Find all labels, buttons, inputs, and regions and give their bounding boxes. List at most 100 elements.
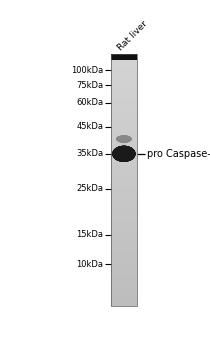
Bar bbox=[111, 189, 137, 190]
Bar bbox=[111, 65, 137, 66]
Bar bbox=[111, 95, 137, 96]
Bar bbox=[111, 156, 137, 158]
Bar bbox=[111, 61, 137, 62]
Bar bbox=[111, 134, 137, 135]
Ellipse shape bbox=[117, 136, 131, 142]
Bar bbox=[111, 240, 137, 241]
Bar bbox=[111, 282, 137, 284]
Bar bbox=[111, 138, 137, 139]
Bar bbox=[111, 85, 137, 86]
Ellipse shape bbox=[114, 147, 134, 161]
Bar bbox=[111, 168, 137, 169]
Bar bbox=[111, 141, 137, 142]
Bar bbox=[111, 236, 137, 237]
Bar bbox=[111, 147, 137, 148]
Bar bbox=[111, 266, 137, 267]
Bar bbox=[111, 280, 137, 281]
Bar bbox=[111, 221, 137, 222]
Ellipse shape bbox=[114, 147, 134, 161]
Bar bbox=[111, 54, 137, 55]
Bar bbox=[111, 111, 137, 112]
Bar bbox=[111, 149, 137, 150]
Bar bbox=[111, 93, 137, 94]
Ellipse shape bbox=[114, 147, 134, 161]
Bar bbox=[111, 247, 137, 248]
Ellipse shape bbox=[115, 147, 133, 161]
Bar bbox=[111, 94, 137, 95]
Bar bbox=[111, 91, 137, 92]
Bar bbox=[111, 171, 137, 172]
Bar bbox=[111, 97, 137, 98]
Ellipse shape bbox=[115, 147, 133, 161]
Bar bbox=[111, 154, 137, 155]
Bar bbox=[111, 165, 137, 166]
Bar bbox=[111, 172, 137, 173]
Bar bbox=[111, 163, 137, 164]
Bar bbox=[111, 129, 137, 130]
Ellipse shape bbox=[115, 147, 133, 160]
Bar bbox=[111, 228, 137, 229]
Bar bbox=[111, 152, 137, 153]
Ellipse shape bbox=[114, 147, 134, 161]
Bar bbox=[111, 89, 137, 90]
Bar bbox=[111, 227, 137, 228]
Bar bbox=[111, 76, 137, 77]
Bar bbox=[111, 55, 137, 56]
Bar bbox=[111, 109, 137, 110]
Ellipse shape bbox=[118, 136, 130, 142]
Bar bbox=[111, 202, 137, 203]
Bar bbox=[111, 63, 137, 64]
Text: 35kDa: 35kDa bbox=[76, 149, 104, 158]
Bar bbox=[111, 226, 137, 227]
Bar bbox=[111, 222, 137, 223]
Bar bbox=[111, 148, 137, 149]
Bar bbox=[111, 99, 137, 100]
Text: pro Caspase-3: pro Caspase-3 bbox=[147, 149, 210, 159]
Bar bbox=[111, 216, 137, 217]
Ellipse shape bbox=[115, 147, 133, 161]
Bar bbox=[111, 69, 137, 70]
Bar bbox=[111, 267, 137, 268]
Ellipse shape bbox=[118, 136, 130, 142]
Ellipse shape bbox=[114, 147, 134, 161]
Bar bbox=[111, 286, 137, 287]
Bar bbox=[111, 183, 137, 184]
Ellipse shape bbox=[117, 136, 131, 142]
Bar bbox=[111, 219, 137, 220]
Ellipse shape bbox=[114, 147, 134, 161]
Bar bbox=[111, 151, 137, 152]
Ellipse shape bbox=[114, 147, 134, 161]
Ellipse shape bbox=[117, 136, 131, 142]
Bar bbox=[111, 279, 137, 280]
Bar bbox=[111, 140, 137, 141]
Bar bbox=[111, 271, 137, 272]
Ellipse shape bbox=[118, 136, 130, 142]
Ellipse shape bbox=[113, 147, 135, 161]
Ellipse shape bbox=[117, 136, 131, 142]
Ellipse shape bbox=[114, 147, 134, 161]
Bar bbox=[111, 88, 137, 89]
Bar bbox=[111, 231, 137, 232]
Bar bbox=[111, 235, 137, 236]
Bar bbox=[111, 84, 137, 85]
Bar bbox=[111, 190, 137, 191]
Ellipse shape bbox=[117, 136, 130, 142]
Bar bbox=[111, 180, 137, 181]
Ellipse shape bbox=[115, 147, 133, 161]
Bar bbox=[111, 179, 137, 180]
Bar bbox=[111, 225, 137, 226]
Bar bbox=[111, 272, 137, 273]
Ellipse shape bbox=[118, 136, 130, 142]
Bar bbox=[111, 136, 137, 137]
Bar bbox=[111, 293, 137, 294]
Bar bbox=[111, 177, 137, 178]
Bar bbox=[111, 261, 137, 262]
Bar bbox=[111, 101, 137, 102]
Bar bbox=[111, 57, 137, 58]
Bar bbox=[111, 305, 137, 306]
Bar bbox=[111, 158, 137, 159]
Bar bbox=[111, 245, 137, 246]
Bar bbox=[111, 241, 137, 242]
Bar bbox=[111, 162, 137, 163]
Bar bbox=[111, 263, 137, 264]
